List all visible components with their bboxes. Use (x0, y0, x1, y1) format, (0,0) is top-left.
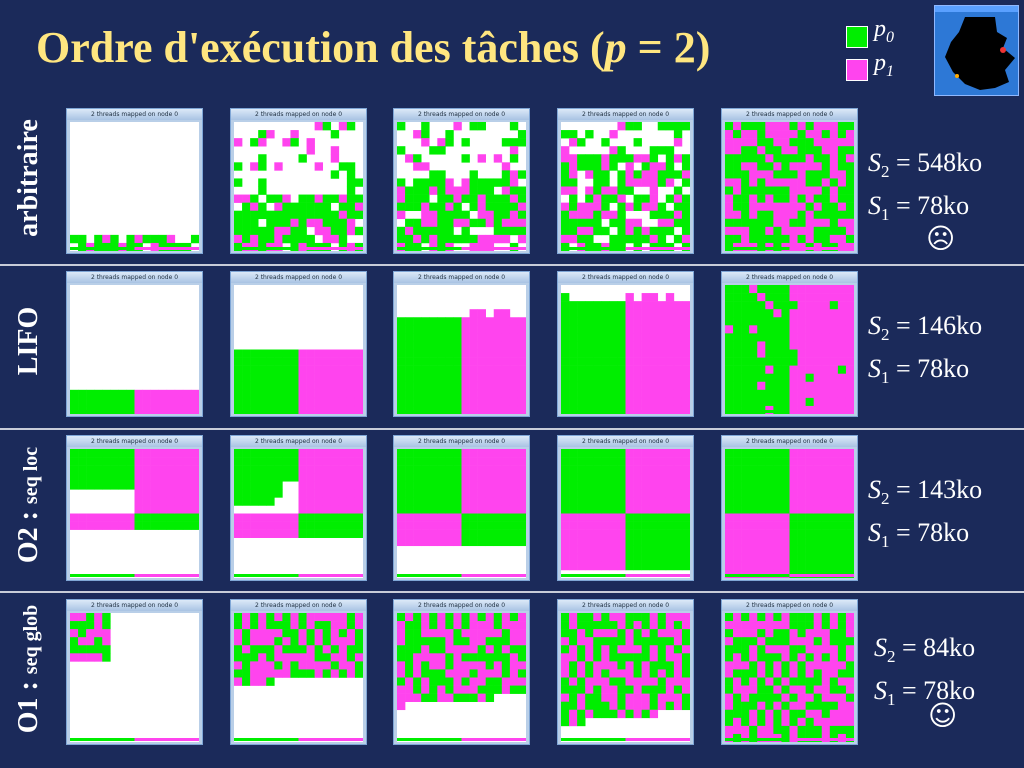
task-grid (561, 613, 690, 742)
execution-window: 2 threads mapped on node 0 (393, 435, 530, 581)
window-titlebar: 2 threads mapped on node 0 (231, 272, 366, 283)
window-titlebar: 2 threads mapped on node 0 (394, 109, 529, 120)
execution-window: 2 threads mapped on node 0 (721, 271, 858, 417)
window-titlebar: 2 threads mapped on node 0 (558, 600, 693, 611)
execution-window: 2 threads mapped on node 0 (393, 599, 530, 745)
stat-s1: S1 = 78ko (868, 518, 970, 552)
window-titlebar: 2 threads mapped on node 0 (722, 600, 857, 611)
stat-s2: S2 = 143ko (868, 475, 983, 509)
task-grid (561, 122, 690, 251)
row-label-main: O1 : (13, 674, 44, 734)
task-grid (397, 449, 526, 578)
task-grid (725, 285, 854, 414)
mandelbrot-image (935, 12, 1018, 95)
window-titlebar: 2 threads mapped on node 0 (231, 600, 366, 611)
window-titlebar: 2 threads mapped on node 0 (394, 436, 529, 447)
row-label: LIFO (13, 266, 47, 416)
task-grid (397, 285, 526, 414)
row-separator (0, 264, 1024, 266)
task-grid (561, 449, 690, 578)
title-var: p (604, 23, 627, 72)
execution-window: 2 threads mapped on node 0 (557, 599, 694, 745)
task-grid (70, 285, 199, 414)
row-separator (0, 428, 1024, 430)
execution-window: 2 threads mapped on node 0 (393, 108, 530, 254)
task-grid (70, 613, 199, 742)
window-titlebar: 2 threads mapped on node 0 (67, 600, 202, 611)
row-label: O1 : seq glob (13, 594, 47, 744)
sad-face-icon: ☹ (926, 222, 956, 255)
slide-title: Ordre d'exécution des tâches (p = 2) (36, 23, 711, 72)
window-titlebar: 2 threads mapped on node 0 (67, 272, 202, 283)
row-label-main: O2 : (13, 504, 44, 564)
row-label: O2 : seq loc (13, 430, 47, 580)
stat-s2: S2 = 84ko (874, 633, 976, 667)
execution-window: 2 threads mapped on node 0 (557, 108, 694, 254)
execution-window: 2 threads mapped on node 0 (557, 435, 694, 581)
task-grid (561, 285, 690, 414)
legend-label-p0: p0 (874, 16, 894, 46)
window-titlebar: 2 threads mapped on node 0 (722, 272, 857, 283)
window-titlebar: 2 threads mapped on node 0 (722, 436, 857, 447)
memory-stats: S2 = 548ko S1 = 78ko (868, 146, 982, 232)
window-titlebar: 2 threads mapped on node 0 (67, 436, 202, 447)
task-grid (725, 613, 854, 742)
legend-swatch-p1 (846, 59, 868, 81)
execution-window: 2 threads mapped on node 0 (230, 435, 367, 581)
task-grid (725, 122, 854, 251)
execution-window: 2 threads mapped on node 0 (230, 108, 367, 254)
memory-stats: S2 = 84ko S1 = 78ko (874, 631, 975, 717)
stat-s1: S1 = 78ko (868, 191, 970, 225)
mandelbrot-thumbnail (934, 5, 1019, 96)
task-grid (234, 449, 363, 578)
task-grid (70, 122, 199, 251)
execution-window: 2 threads mapped on node 0 (393, 271, 530, 417)
task-grid (397, 613, 526, 742)
task-grid (70, 449, 199, 578)
memory-stats: S2 = 143ko S1 = 78ko (868, 473, 982, 559)
row-label-sub: seq glob (20, 604, 42, 675)
execution-window: 2 threads mapped on node 0 (66, 108, 203, 254)
task-grid (234, 613, 363, 742)
execution-window: 2 threads mapped on node 0 (721, 108, 858, 254)
memory-stats: S2 = 146ko S1 = 78ko (868, 309, 982, 395)
window-titlebar: 2 threads mapped on node 0 (558, 436, 693, 447)
execution-window: 2 threads mapped on node 0 (230, 599, 367, 745)
legend-label-p1: p1 (874, 50, 894, 80)
execution-window: 2 threads mapped on node 0 (721, 435, 858, 581)
window-titlebar: 2 threads mapped on node 0 (558, 272, 693, 283)
task-grid (725, 449, 854, 578)
task-grid (397, 122, 526, 251)
window-titlebar: 2 threads mapped on node 0 (558, 109, 693, 120)
stat-s1: S1 = 78ko (874, 676, 976, 710)
stat-s2: S2 = 548ko (868, 148, 983, 182)
window-titlebar: 2 threads mapped on node 0 (231, 109, 366, 120)
execution-window: 2 threads mapped on node 0 (66, 599, 203, 745)
row-label-sub: seq loc (20, 446, 42, 505)
execution-window: 2 threads mapped on node 0 (721, 599, 858, 745)
window-titlebar: 2 threads mapped on node 0 (722, 109, 857, 120)
execution-window: 2 threads mapped on node 0 (66, 435, 203, 581)
execution-window: 2 threads mapped on node 0 (66, 271, 203, 417)
task-grid (234, 122, 363, 251)
window-titlebar: 2 threads mapped on node 0 (231, 436, 366, 447)
task-grid (234, 285, 363, 414)
stat-s2: S2 = 146ko (868, 311, 983, 345)
happy-face-icon: ☺ (928, 699, 958, 732)
stat-s1: S1 = 78ko (868, 354, 970, 388)
legend-swatch-p0 (846, 26, 868, 48)
row-separator (0, 591, 1024, 593)
window-titlebar: 2 threads mapped on node 0 (67, 109, 202, 120)
row-label-main: arbitraire (13, 119, 44, 237)
window-titlebar: 2 threads mapped on node 0 (394, 600, 529, 611)
execution-window: 2 threads mapped on node 0 (557, 271, 694, 417)
row-label: arbitraire (13, 103, 47, 253)
window-titlebar: 2 threads mapped on node 0 (394, 272, 529, 283)
execution-window: 2 threads mapped on node 0 (230, 271, 367, 417)
row-label-main: LIFO (13, 306, 44, 376)
